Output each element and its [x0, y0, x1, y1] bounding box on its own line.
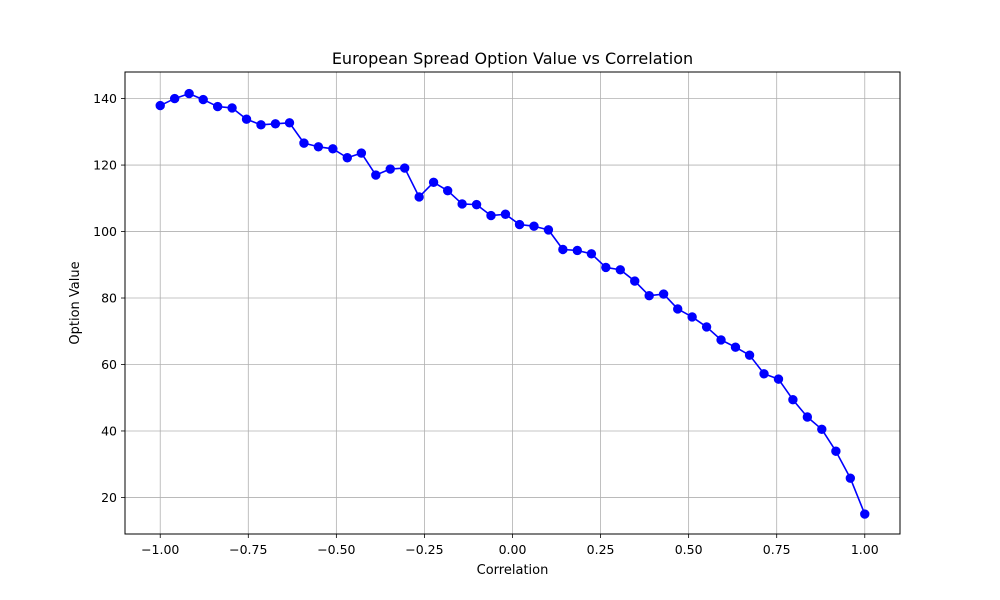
data-point [744, 350, 755, 360]
data-point [428, 177, 439, 188]
data-point [371, 170, 381, 180]
data-point [572, 245, 583, 256]
data-point [716, 335, 726, 345]
data-point [630, 276, 640, 286]
data-point [529, 221, 539, 231]
series-layer [155, 88, 870, 519]
data-point [313, 142, 324, 152]
data-point [730, 342, 741, 352]
y-tick-label: 60 [101, 357, 117, 372]
data-point [860, 509, 870, 519]
data-point [385, 164, 395, 174]
y-tick-label: 140 [93, 91, 117, 106]
data-point [845, 473, 856, 483]
x-tick-label: −0.75 [229, 542, 267, 557]
x-tick-label: −0.50 [317, 542, 355, 557]
data-point [169, 93, 180, 104]
data-point [414, 192, 424, 202]
chart-title: European Spread Option Value vs Correlat… [332, 49, 693, 68]
ticks: −1.00 −0.75 −0.50 −0.25 0.00 0.25 0.50 0.75 1.00… [93, 91, 879, 557]
data-point [644, 290, 654, 301]
data-point [601, 262, 611, 273]
data-point [356, 148, 367, 158]
x-tick-label: 0.00 [499, 542, 527, 557]
data-point [500, 209, 511, 219]
data-point [270, 119, 281, 129]
y-tick-label: 100 [93, 224, 117, 239]
data-point [802, 412, 813, 422]
data-point [212, 101, 223, 112]
data-point [543, 225, 554, 235]
data-point [673, 304, 683, 314]
x-tick-label: −0.25 [405, 542, 443, 557]
data-point [299, 138, 309, 148]
x-tick-label: 0.75 [763, 542, 791, 557]
data-point [457, 199, 467, 209]
data-point [658, 289, 669, 299]
grid [125, 72, 900, 534]
x-tick-label: −1.00 [141, 542, 179, 557]
data-point [227, 103, 237, 113]
data-point [198, 94, 208, 105]
data-point [328, 144, 338, 154]
data-point [184, 88, 194, 99]
data-point [284, 118, 295, 128]
data-point [831, 446, 841, 456]
x-axis-label: Correlation [477, 563, 549, 578]
data-point [155, 100, 165, 111]
data-point [759, 369, 769, 379]
data-point [400, 163, 410, 173]
x-tick-label: 1.00 [851, 542, 879, 557]
y-axis-label: Option Value [68, 261, 83, 344]
data-point [486, 210, 496, 221]
data-point [241, 114, 252, 124]
x-tick-label: 0.25 [587, 542, 615, 557]
x-tick-label: 0.50 [675, 542, 703, 557]
data-point [817, 424, 827, 435]
data-point [342, 153, 352, 163]
data-point [788, 395, 798, 405]
data-point [471, 199, 482, 210]
data-point [615, 265, 625, 275]
data-point [687, 312, 697, 322]
data-point [256, 120, 266, 130]
data-point [442, 185, 453, 196]
y-tick-label: 80 [101, 291, 117, 306]
data-point [701, 322, 712, 332]
y-tick-label: 120 [93, 158, 117, 173]
data-point [558, 244, 568, 255]
data-point [586, 249, 597, 259]
data-point [773, 374, 784, 384]
y-tick-label: 20 [101, 490, 117, 505]
y-tick-label: 40 [101, 423, 117, 438]
data-point [514, 219, 525, 230]
